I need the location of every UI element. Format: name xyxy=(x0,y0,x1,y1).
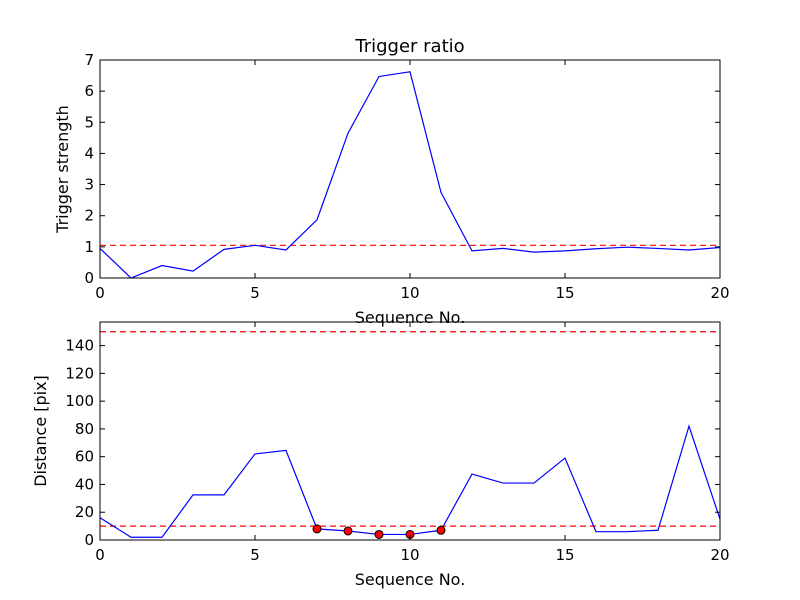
y-tick-label: 20 xyxy=(75,503,94,521)
y-tick-label: 1 xyxy=(84,238,94,256)
y-tick-label: 4 xyxy=(84,144,94,162)
y-tick-label: 80 xyxy=(75,420,94,438)
x-axis-label: Sequence No. xyxy=(355,570,466,589)
y-tick-label: 120 xyxy=(65,364,94,382)
y-tick-label: 0 xyxy=(84,269,94,287)
y-tick-label: 140 xyxy=(65,337,94,355)
x-tick-label: 0 xyxy=(95,284,105,302)
x-tick-label: 5 xyxy=(250,284,260,302)
y-tick-label: 7 xyxy=(84,51,94,69)
y-tick-label: 2 xyxy=(84,207,94,225)
x-tick-label: 10 xyxy=(400,284,419,302)
x-tick-label: 15 xyxy=(555,546,574,564)
x-tick-label: 20 xyxy=(710,546,729,564)
plot-frame xyxy=(99,321,721,541)
data-point-marker xyxy=(343,526,353,536)
y-tick-label: 3 xyxy=(84,176,94,194)
y-tick-label: 60 xyxy=(75,448,94,466)
x-tick-label: 15 xyxy=(555,284,574,302)
y-tick-label: 6 xyxy=(84,82,94,100)
chart-2: 0 5 10 15 20 0 20 40 60 80 100 120 140 Sequence No. Di… xyxy=(31,321,730,589)
y-tick-label: 5 xyxy=(84,113,94,131)
data-point-marker xyxy=(374,529,384,539)
x-tick-label: 5 xyxy=(250,546,260,564)
chart-title: Trigger ratio xyxy=(354,36,464,57)
y-tick-label: 100 xyxy=(65,392,94,410)
x-tick-label: 20 xyxy=(710,284,729,302)
x-tick-label: 10 xyxy=(400,546,419,564)
y-axis-label: Distance [pix] xyxy=(31,375,50,487)
data-point-marker xyxy=(312,524,322,534)
x-tick-label: 0 xyxy=(95,546,105,564)
y-tick-label: 40 xyxy=(75,475,94,493)
series-line xyxy=(99,71,721,279)
y-axis-label: Trigger strength xyxy=(53,105,72,234)
series-line xyxy=(99,424,721,538)
data-point-marker xyxy=(436,525,446,535)
y-tick-label: 0 xyxy=(84,531,94,549)
